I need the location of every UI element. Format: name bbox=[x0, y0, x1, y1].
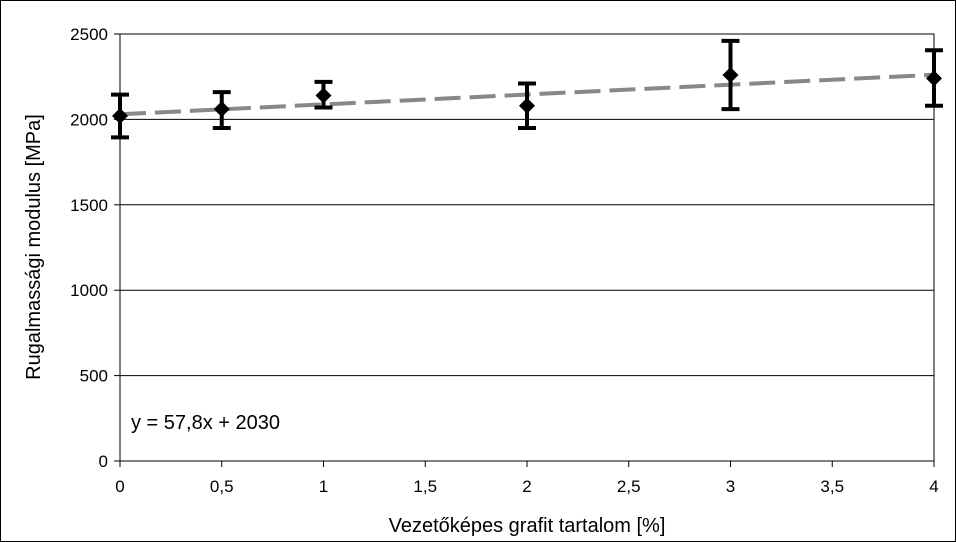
y-tick-label: 1000 bbox=[70, 281, 108, 300]
data-point bbox=[722, 66, 739, 83]
x-axis-title: Vezetőképes grafit tartalom [%] bbox=[389, 515, 666, 537]
axes bbox=[114, 33, 935, 467]
y-tick-label: 500 bbox=[80, 367, 108, 386]
x-tick-label: 1,5 bbox=[413, 477, 437, 496]
data-points bbox=[112, 66, 942, 124]
x-tick-label: 3,5 bbox=[820, 477, 844, 496]
data-point bbox=[213, 101, 230, 118]
x-tick-label: 2,5 bbox=[617, 477, 641, 496]
y-tick-label: 2500 bbox=[70, 25, 108, 44]
y-tick-label: 0 bbox=[99, 452, 108, 471]
tick-labels: 0 500 1000 1500 2000 2500 0 0,5 1 1,5 2 2,5 3 3,5 4 bbox=[70, 25, 939, 496]
x-tick-label: 0 bbox=[115, 477, 124, 496]
y-tick-label: 1500 bbox=[70, 196, 108, 215]
trendline-equation: y = 57,8x + 2030 bbox=[131, 412, 280, 434]
data-point bbox=[315, 87, 332, 104]
data-point bbox=[112, 107, 128, 124]
y-tick-label: 2000 bbox=[70, 110, 108, 129]
x-tick-label: 3 bbox=[726, 477, 735, 496]
x-tick-label: 4 bbox=[929, 477, 938, 496]
y-axis-title: Rugalmassági modulus [MPa] bbox=[23, 114, 45, 380]
x-tick-label: 1 bbox=[319, 477, 328, 496]
x-tick-label: 0,5 bbox=[210, 477, 234, 496]
x-tick-label: 2 bbox=[522, 477, 531, 496]
data-point bbox=[926, 70, 942, 87]
data-point bbox=[519, 97, 535, 114]
